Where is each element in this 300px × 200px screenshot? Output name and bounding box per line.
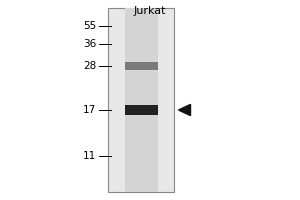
Text: 55: 55 bbox=[83, 21, 96, 31]
Text: 17: 17 bbox=[83, 105, 96, 115]
Polygon shape bbox=[178, 104, 190, 116]
Text: Jurkat: Jurkat bbox=[134, 6, 166, 16]
Bar bbox=[108, 8, 174, 192]
Text: 36: 36 bbox=[83, 39, 96, 49]
Bar bbox=[124, 8, 158, 192]
Text: 11: 11 bbox=[83, 151, 96, 161]
Bar bbox=[124, 105, 158, 115]
Bar bbox=[124, 62, 158, 70]
Text: 28: 28 bbox=[83, 61, 96, 71]
